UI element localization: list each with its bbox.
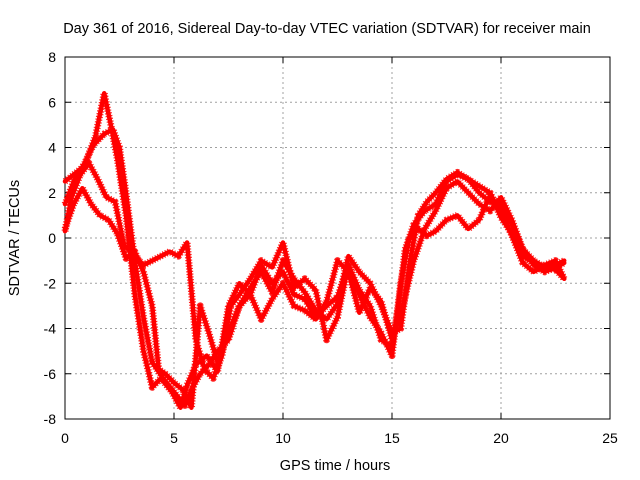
y-tick-label: 4	[48, 140, 56, 156]
y-axis-label: SDTVAR / TECUs	[7, 180, 23, 296]
y-tick-label: -2	[44, 275, 57, 291]
x-tick-label: 20	[493, 430, 509, 446]
y-tick-label: -6	[44, 366, 57, 382]
series-markers-track-3	[61, 159, 568, 382]
series-line-track-2	[62, 127, 567, 408]
series-line-track-1	[62, 90, 567, 410]
y-tick-label: -4	[44, 321, 57, 337]
x-tick-label: 15	[384, 430, 400, 446]
series-layer	[61, 89, 568, 412]
series-markers-track-1	[62, 89, 567, 412]
y-tick-label: 8	[48, 49, 56, 65]
x-tick-label: 5	[170, 430, 178, 446]
y-tick-label: -8	[44, 411, 57, 427]
axis-ticks: 0 5 10 15 20 25 -8 -6 -4 -2 0 2 4 6 8	[44, 49, 618, 446]
y-tick-label: 2	[48, 185, 56, 201]
chart-title: Day 361 of 2016, Sidereal Day-to-day VTE…	[63, 21, 591, 37]
x-tick-label: 10	[275, 430, 291, 446]
y-tick-label: 6	[48, 94, 56, 110]
y-tick-label: 0	[48, 230, 56, 246]
x-tick-label: 0	[61, 430, 69, 446]
series-markers-track-4	[61, 177, 566, 412]
x-axis-label: GPS time / hours	[280, 458, 390, 474]
x-tick-label: 25	[602, 430, 618, 446]
